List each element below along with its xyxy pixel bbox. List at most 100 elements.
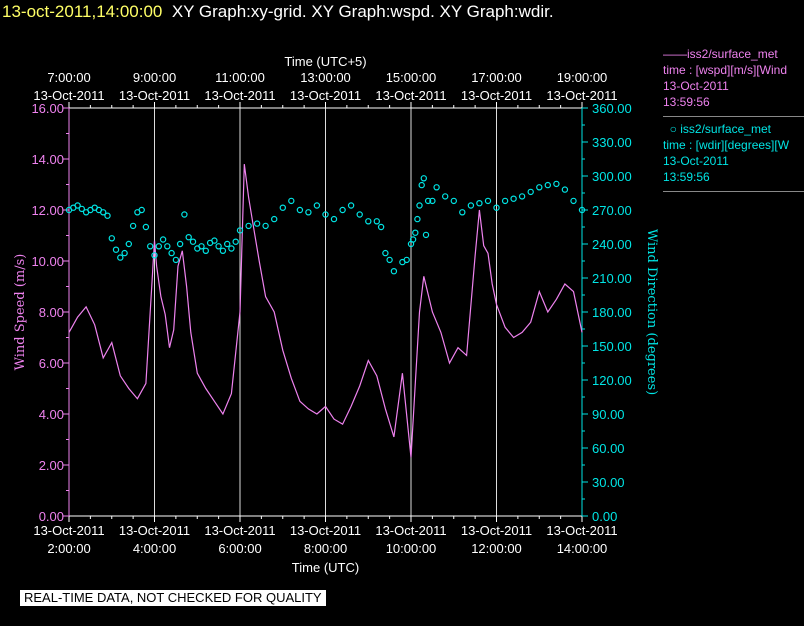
series-point-wdir: [356, 211, 363, 218]
series-point-wdir: [412, 229, 419, 236]
series-point-wdir: [228, 245, 235, 252]
series-point-wdir: [382, 249, 389, 257]
x-axis-title-bottom: Time (UTC): [292, 560, 359, 575]
series-point-wdir: [168, 249, 175, 257]
series-point-wdir: [215, 243, 222, 250]
legend-wdir: ○ iss2/surface_met time : [wdir][degrees…: [663, 121, 804, 185]
series-point-wdir: [279, 204, 286, 211]
legend-wspd: ——iss2/surface_met time : [wspd][m/s][Wi…: [663, 46, 804, 110]
x-tick-label-top-time: 15:00:00: [386, 70, 437, 85]
series-point-wdir: [518, 193, 526, 200]
y-tick-label-left: 8.00: [39, 305, 64, 320]
series-point-wdir: [433, 184, 440, 191]
y-tick-label-left: 16.00: [31, 101, 64, 116]
legend-wspd-line2: time : [wspd][m/s][Wind: [663, 63, 788, 77]
series-point-wdir: [159, 236, 167, 243]
y-tick-label-right: 240.00: [592, 237, 632, 252]
y-tick-label-right: 360.00: [592, 101, 632, 116]
series-point-wdir: [172, 256, 180, 264]
x-tick-label-bottom-time: 2:00:00: [47, 541, 90, 556]
legend-wdir-line3: 13-Oct-2011: [663, 154, 729, 168]
y-tick-label-right: 120.00: [592, 373, 632, 388]
x-tick-label-top-time: 9:00:00: [133, 70, 176, 85]
x-tick-label-bottom-time: 14:00:00: [557, 541, 608, 556]
series-point-wdir: [151, 252, 158, 259]
series-point-wdir: [450, 197, 457, 205]
series-point-wdir: [189, 238, 197, 245]
series-point-wdir: [442, 193, 449, 200]
series-point-wdir: [330, 215, 338, 223]
series-point-wdir: [416, 202, 423, 209]
legend-circle-marker-icon: ○: [663, 122, 681, 136]
series-point-wdir: [322, 211, 329, 218]
series-point-wdir: [181, 211, 188, 218]
y-tick-label-left: 0.00: [39, 509, 64, 524]
legend-wdir-line1: ○ iss2/surface_met: [663, 122, 771, 136]
x-tick-label-bottom-time: 10:00:00: [386, 541, 437, 556]
series-point-wdir: [561, 186, 569, 193]
series-point-wdir: [125, 240, 133, 248]
series-point-wdir: [223, 240, 231, 248]
series-point-wdir: [245, 222, 252, 230]
series-point-wdir: [129, 222, 137, 230]
series-point-wdir: [347, 202, 355, 209]
x-tick-label-top-time: 19:00:00: [557, 70, 608, 85]
legend-divider: [663, 191, 804, 192]
series-point-wdir: [484, 197, 492, 205]
y-tick-label-left: 6.00: [39, 356, 64, 371]
x-tick-label-top-date: 13-Oct-2011: [204, 88, 275, 103]
series-point-wdir: [429, 197, 436, 205]
series-point-wdir: [198, 243, 205, 250]
x-tick-label-bottom-date: 13-Oct-2011: [375, 523, 446, 538]
series-point-wdir: [501, 197, 509, 205]
series-point-wdir: [112, 246, 120, 253]
series-line-wspd: [68, 164, 583, 458]
series-point-wdir: [219, 247, 227, 254]
series-point-wdir: [253, 220, 261, 227]
chart-title: 13-oct-2011,14:00:00 XY Graph:xy-grid. X…: [2, 2, 554, 22]
series-point-wdir: [420, 175, 427, 182]
series-point-wdir: [74, 202, 81, 209]
series-point-wdir: [390, 268, 398, 275]
x-tick-label-top-date: 13-Oct-2011: [119, 88, 190, 103]
y-tick-label-right: 60.00: [592, 441, 625, 456]
series-point-wdir: [373, 218, 380, 225]
series-point-wdir: [476, 199, 483, 207]
series-point-wdir: [185, 233, 192, 241]
x-tick-label-bottom-time: 12:00:00: [471, 541, 522, 556]
legend-wdir-line4: 13:59:56: [663, 170, 710, 184]
series-point-wdir: [142, 223, 150, 231]
series-point-wdir: [288, 197, 295, 205]
y-tick-label-right: 210.00: [592, 271, 632, 286]
series-point-wdir: [271, 215, 278, 223]
x-tick-label-bottom-date: 13-Oct-2011: [204, 523, 275, 538]
series-point-wdir: [262, 222, 269, 230]
series-point-wdir: [339, 206, 346, 214]
y-tick-label-right: 30.00: [592, 475, 625, 490]
series-point-wdir: [164, 243, 171, 250]
x-tick-label-top-date: 13-Oct-2011: [375, 88, 446, 103]
x-tick-label-bottom-date: 13-Oct-2011: [546, 523, 617, 538]
x-tick-label-bottom-time: 6:00:00: [218, 541, 261, 556]
series-point-wdir: [409, 236, 417, 243]
x-tick-label-top-date: 13-Oct-2011: [290, 88, 361, 103]
series-point-wdir: [365, 218, 372, 225]
series-point-wdir: [570, 197, 577, 205]
legend-line-marker-icon: ——: [663, 47, 687, 61]
series-point-wdir: [138, 206, 145, 214]
x-tick-label-bottom-time: 4:00:00: [133, 541, 176, 556]
series-point-wdir: [78, 205, 86, 213]
series-point-wdir: [99, 209, 107, 216]
series-point-wdir: [202, 247, 209, 254]
series-point-wdir: [313, 202, 321, 209]
y-tick-label-right: 330.00: [592, 135, 632, 150]
timestamp: 13-oct-2011,14:00:00: [2, 2, 163, 21]
y-tick-label-right: 300.00: [592, 169, 632, 184]
y-axis-title-left: Wind Speed (m/s): [13, 254, 28, 371]
y-tick-label-right: 0.00: [592, 509, 617, 524]
legend-wspd-line4: 13:59:56: [663, 95, 710, 109]
x-axis-title-top: Time (UTC+5): [284, 54, 366, 69]
y-tick-label-left: 14.00: [31, 152, 64, 167]
legend-wspd-line3: 13-Oct-2011: [663, 79, 729, 93]
